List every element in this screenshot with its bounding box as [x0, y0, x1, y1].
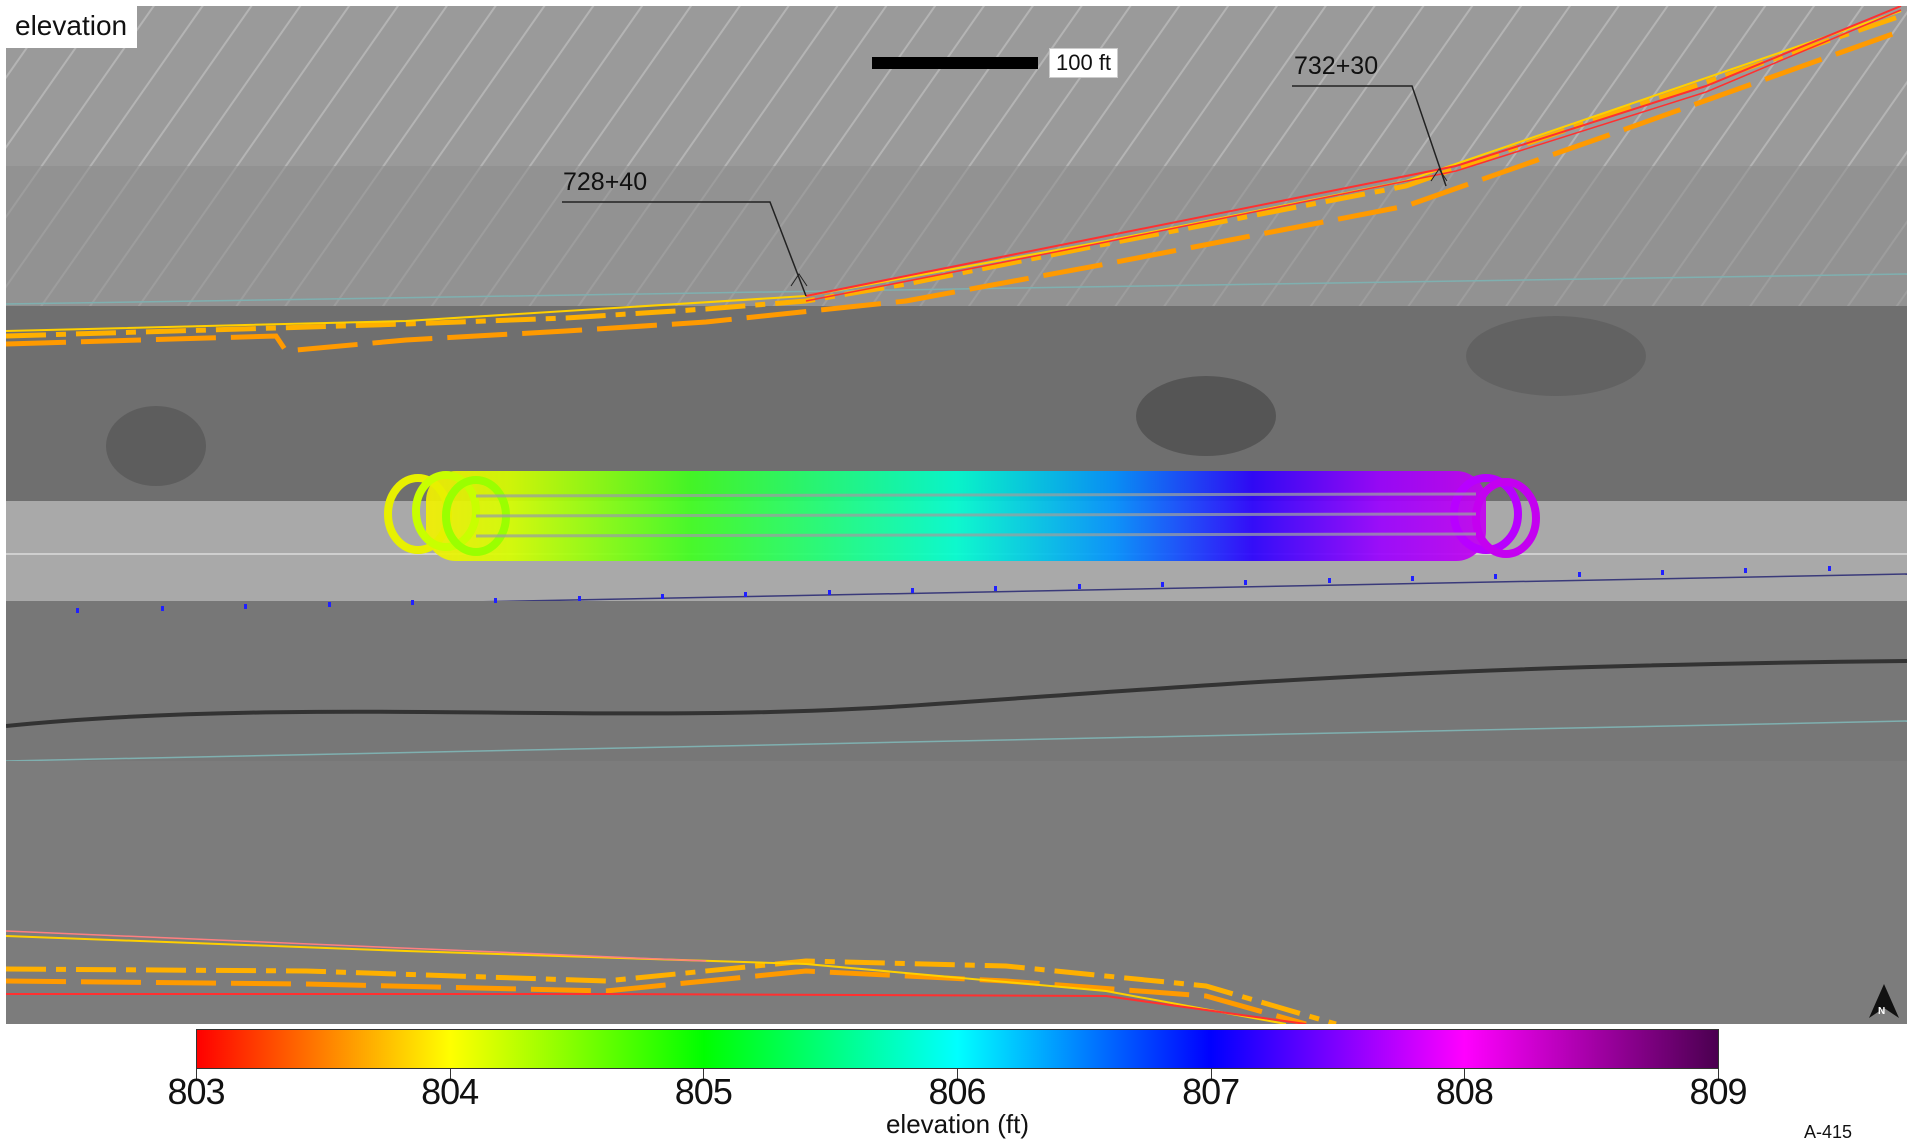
colorbar-tick-label: 809	[1689, 1071, 1747, 1112]
colorbar-tick	[196, 1069, 197, 1079]
colorbar-gradient	[196, 1029, 1719, 1069]
colorbar-label: elevation (ft)	[885, 1109, 1030, 1139]
colorbar-tick-label: 808	[1435, 1071, 1494, 1112]
colorbar-tick-label: 804	[421, 1071, 479, 1112]
sheet-id: A-415	[1804, 1122, 1853, 1142]
scale-bar	[872, 57, 1038, 69]
utility-lines-north	[6, 6, 1902, 354]
station-label-728-40: 728+40	[563, 168, 648, 196]
colorbar-tick-label: 803	[167, 1071, 225, 1112]
colorbar-tick	[1464, 1069, 1466, 1079]
scale-bar-label: 100 ft	[1049, 48, 1119, 78]
colorbar-tick-label: 806	[928, 1071, 986, 1112]
colorbar-tick-label: 805	[674, 1071, 733, 1112]
colorbar-tick	[957, 1069, 958, 1079]
colorbar-tick	[1718, 1069, 1719, 1079]
colorbar-tick	[703, 1069, 705, 1079]
utility-lines-south	[6, 930, 1337, 1024]
map-title: elevation	[6, 6, 138, 48]
elevation-swath	[384, 471, 1540, 561]
north-arrow-icon	[1869, 984, 1899, 1018]
colorbar-tick	[1210, 1069, 1212, 1079]
colorbar-tick-label: 807	[1182, 1071, 1240, 1112]
aerial-image	[6, 6, 1907, 1024]
field-south	[6, 761, 1907, 1024]
map-panel: elevation 100 ft 728+40 732+30 N	[6, 6, 1907, 1024]
station-label-732-30: 732+30	[1294, 52, 1379, 80]
colorbar: 803 804 805 806 807 808 809 elevation (ft)	[167, 1029, 1748, 1141]
embankment-south	[6, 601, 1907, 761]
north-arrow-letter: N	[1878, 1006, 1886, 1017]
colorbar-tick	[449, 1069, 451, 1079]
